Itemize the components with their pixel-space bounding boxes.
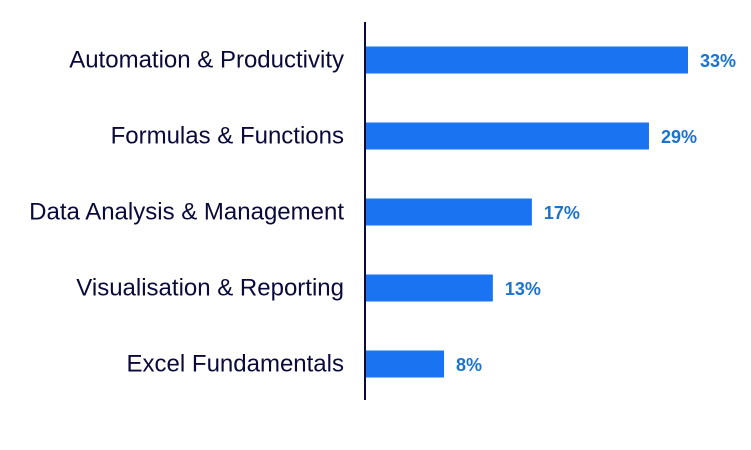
value-label: 8% — [456, 355, 482, 375]
bar — [366, 122, 649, 150]
value-label: 29% — [661, 127, 697, 147]
category-label: Visualisation & Reporting — [76, 275, 344, 302]
bars-group: Automation & Productivity 33% Formulas & F… — [29, 46, 736, 378]
category-label: Formulas & Functions — [111, 123, 344, 150]
bar — [366, 274, 493, 302]
category-label: Data Analysis & Management — [29, 199, 344, 226]
value-label: 17% — [544, 203, 580, 223]
value-label: 13% — [505, 279, 541, 299]
bar — [366, 350, 445, 378]
value-label: 33% — [700, 51, 736, 71]
bar — [366, 46, 688, 74]
bar — [366, 198, 532, 226]
category-label: Excel Fundamentals — [127, 351, 344, 378]
category-label: Automation & Productivity — [69, 47, 344, 74]
